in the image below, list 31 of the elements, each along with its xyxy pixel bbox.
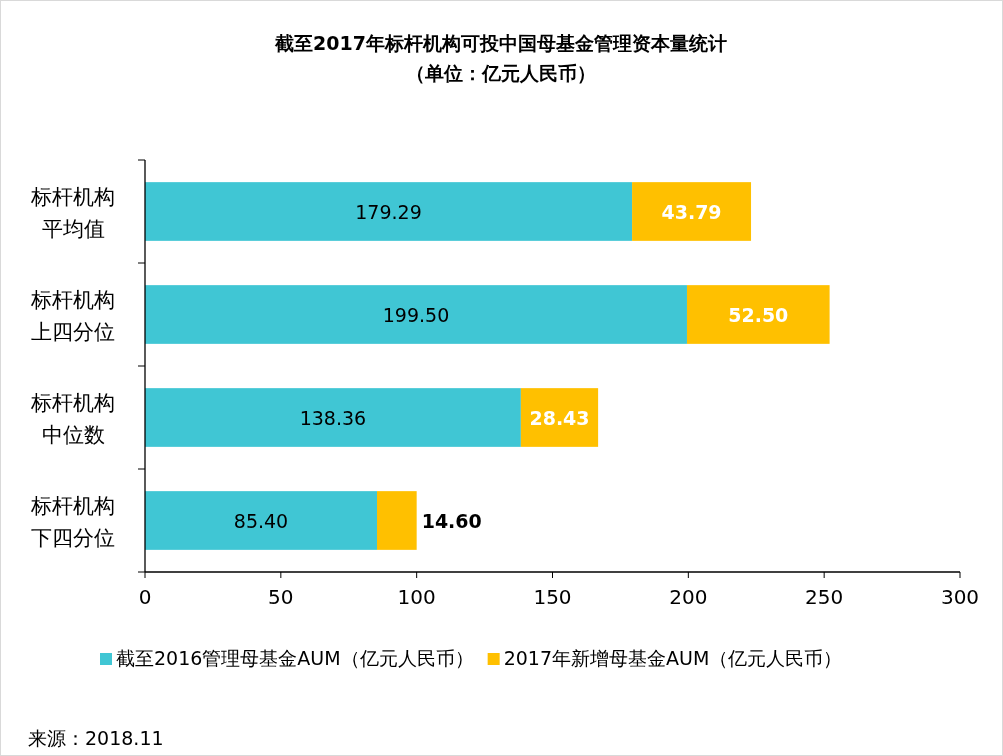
data-label: 43.79 — [661, 200, 722, 223]
data-label: 85.40 — [233, 509, 289, 532]
x-tick-label: 0 — [138, 585, 152, 609]
legend-label: 2017年新增母基金AUM（亿元人民币） — [503, 647, 843, 669]
x-tick-label: 100 — [397, 585, 436, 609]
bar — [145, 388, 521, 447]
data-label: 52.50 — [728, 303, 789, 326]
chart-subtitle: （单位：亿元人民币） — [406, 62, 596, 84]
data-label: 14.60 — [421, 509, 482, 532]
x-tick-label: 200 — [669, 585, 708, 609]
bar — [145, 285, 687, 344]
data-label: 28.43 — [529, 406, 590, 429]
bar — [632, 182, 752, 241]
data-label: 179.29 — [355, 200, 422, 223]
y-tick-label: 标杆机构中位数 — [30, 390, 115, 447]
legend-label: 截至2016管理母基金AUM（亿元人民币） — [116, 647, 474, 669]
data-label: 138.36 — [299, 406, 367, 429]
x-tick-label: 150 — [533, 585, 572, 609]
source-note: 来源：2018.11 — [28, 727, 164, 749]
x-tick-label: 250 — [805, 585, 844, 609]
y-tick-label: 标杆机构下四分位 — [30, 493, 115, 550]
y-tick-label: 标杆机构平均值 — [30, 184, 115, 241]
bar — [686, 285, 830, 344]
x-tick-label: 50 — [268, 585, 294, 609]
bar — [145, 491, 377, 550]
chart-title: 截至2017年标杆机构可投中国母基金管理资本量统计 — [274, 32, 727, 54]
data-label: 199.50 — [382, 303, 450, 326]
bar — [145, 182, 633, 241]
y-tick-label: 标杆机构上四分位 — [30, 287, 115, 344]
x-tick-label: 300 — [940, 585, 980, 609]
bar — [377, 491, 417, 550]
